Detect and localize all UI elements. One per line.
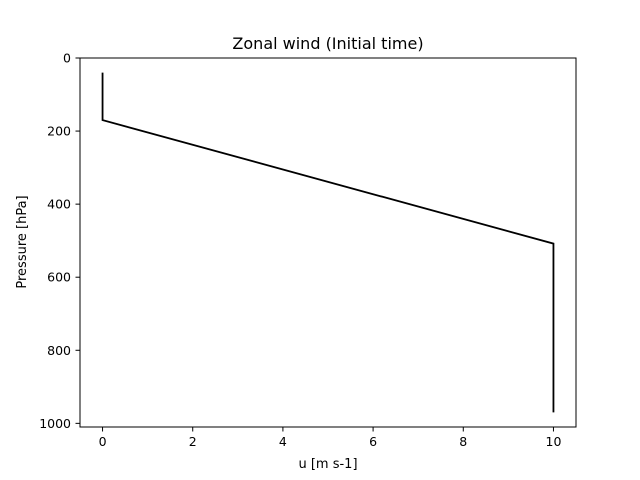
y-tick-label: 600 — [47, 270, 71, 285]
plot-area — [101, 72, 555, 413]
x-axis-ticks: 0 2 4 6 8 10 — [99, 427, 562, 449]
x-tick-label: 8 — [459, 434, 467, 449]
y-axis-label: Pressure [hPa] — [15, 195, 30, 288]
y-axis-ticks: 0 200 400 600 800 1000 — [39, 51, 80, 431]
x-tick-label: 6 — [369, 434, 377, 449]
axes-frame — [79, 57, 577, 428]
y-tick-label: 0 — [63, 51, 71, 66]
x-tick-label: 2 — [189, 434, 197, 449]
y-tick-label: 1000 — [39, 416, 71, 431]
series-line-0 — [101, 72, 555, 413]
x-tick-label: 0 — [99, 434, 107, 449]
y-tick-label: 200 — [47, 124, 71, 139]
chart-title: Zonal wind (Initial time) — [232, 34, 423, 53]
y-tick-label: 400 — [47, 197, 71, 212]
y-tick-label: 800 — [47, 343, 71, 358]
x-tick-label: 10 — [546, 434, 562, 449]
x-tick-label: 4 — [279, 434, 287, 449]
x-axis-label: u [m s-1] — [298, 457, 357, 472]
